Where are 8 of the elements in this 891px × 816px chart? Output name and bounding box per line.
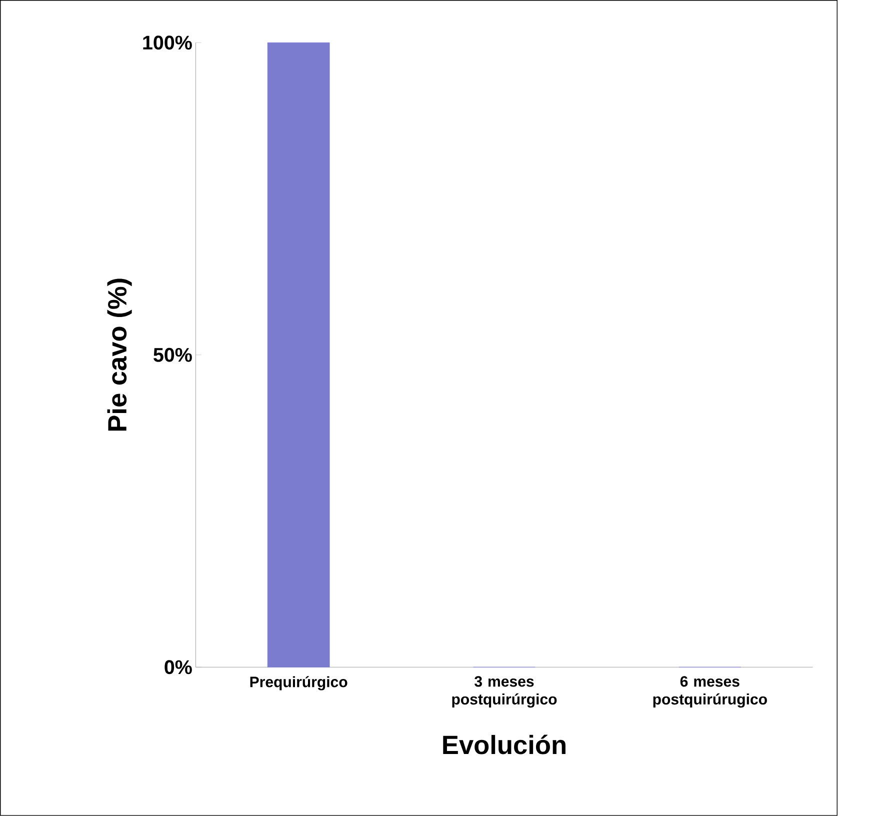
x-axis-title: Evolución <box>443 734 566 754</box>
y-tick-label: 100% <box>143 36 192 50</box>
x-tick-label: Prequirúrgico <box>250 676 348 690</box>
y-axis-title: Pie cavo (%) <box>107 278 132 431</box>
x-tick-label: 6 meses postquirúrugico <box>653 676 767 708</box>
x-tick-label: 3 meses postquirúrgico <box>452 676 557 708</box>
y-tick-label: 50% <box>154 348 192 362</box>
y-tick-label: 0% <box>164 660 192 674</box>
